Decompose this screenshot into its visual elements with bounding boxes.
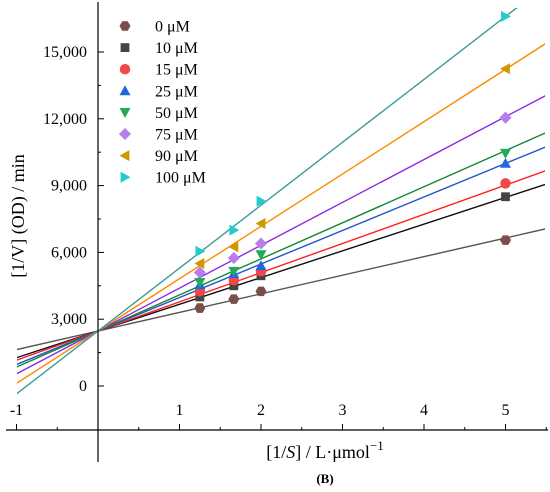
data-point <box>228 266 240 277</box>
y-tick-label: 15,000 <box>43 44 87 61</box>
y-tick-label: 6,000 <box>51 244 87 261</box>
data-point <box>228 241 239 253</box>
data-point <box>500 235 511 245</box>
legend-marker <box>118 127 132 141</box>
legend-marker <box>119 108 131 118</box>
data-point <box>227 251 240 265</box>
legend-marker <box>119 85 131 96</box>
legend-label: 90 μM <box>155 148 198 165</box>
data-point <box>255 260 267 271</box>
legend-marker <box>119 150 130 162</box>
legend-item: 0 μM <box>119 19 190 36</box>
data-point <box>194 303 206 313</box>
data-point <box>500 63 510 75</box>
data-point <box>229 281 239 291</box>
x-tick-label: 1 <box>176 402 184 419</box>
x-tick-label: 5 <box>502 402 510 419</box>
legend-item: 90 μM <box>119 148 198 165</box>
legend-item: 50 μM <box>119 105 198 122</box>
legend-marker <box>120 43 130 52</box>
fit-line <box>17 43 545 384</box>
y-axis-title: [1/V] (OD) / min <box>8 154 29 277</box>
axes: 0 3,000 6,000 9,000 12,000 15,000 -1 1 2 3 4 5 <box>6 2 548 462</box>
legend: 0 μM 10 μM 15 μM 25 μM 50 μM 75 μM 90 μM 100 μM <box>118 19 206 187</box>
data-points <box>193 10 512 313</box>
legend-label: 75 μM <box>155 127 198 144</box>
fit-lines <box>17 8 545 395</box>
legend-label: 25 μM <box>155 83 198 100</box>
legend-item: 75 μM <box>118 127 198 144</box>
legend-label: 10 μM <box>155 40 198 57</box>
legend-item: 15 μM <box>119 62 198 79</box>
y-tick-label: 3,000 <box>51 311 87 328</box>
data-point <box>501 10 511 22</box>
legend-marker <box>120 171 131 183</box>
legend-item: 25 μM <box>119 83 198 100</box>
legend-label: 50 μM <box>155 105 198 122</box>
data-point <box>195 245 206 257</box>
legend-item: 100 μM <box>120 170 206 187</box>
legend-marker <box>119 63 131 75</box>
y-tick-label: 0 <box>79 378 87 395</box>
fit-line <box>17 95 545 375</box>
data-point <box>194 258 205 270</box>
legend-item: 10 μM <box>120 40 198 57</box>
data-point <box>500 178 511 189</box>
y-tick-label: 12,000 <box>43 111 87 128</box>
data-point <box>229 224 240 236</box>
data-point <box>194 278 206 288</box>
fit-line <box>17 8 518 395</box>
data-point <box>228 294 240 304</box>
x-tick-label: 4 <box>420 402 428 419</box>
legend-marker <box>119 21 131 31</box>
data-point <box>254 237 268 250</box>
data-point <box>500 157 511 168</box>
x-axis-title: [1/S] / L·μmol−1 <box>266 438 383 462</box>
legend-label: 0 μM <box>155 19 190 36</box>
data-point <box>500 148 511 159</box>
data-point <box>255 250 267 261</box>
data-point <box>195 292 205 302</box>
figure-caption: (B) <box>316 471 333 486</box>
data-point <box>501 192 510 202</box>
data-point <box>255 286 267 297</box>
fit-line <box>17 228 545 351</box>
data-point <box>193 266 206 279</box>
data-point <box>256 195 267 207</box>
x-tick-label: -1 <box>10 402 23 419</box>
legend-label: 15 μM <box>155 62 198 79</box>
data-point <box>255 217 266 229</box>
legend-label: 100 μM <box>155 170 206 187</box>
y-tick-label: 9,000 <box>51 178 87 195</box>
data-point <box>499 111 512 124</box>
x-tick-label: 3 <box>339 402 347 419</box>
x-tick-label: 2 <box>257 402 265 419</box>
